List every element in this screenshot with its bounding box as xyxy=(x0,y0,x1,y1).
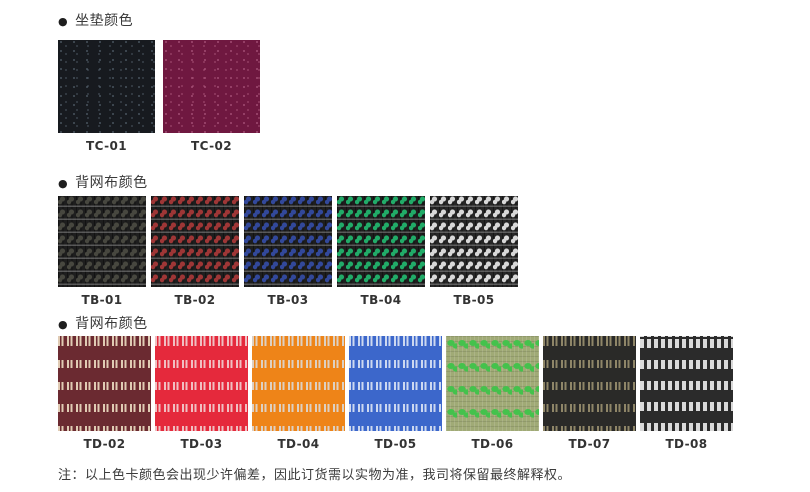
swatch-TC-01: TC-01 xyxy=(58,40,155,153)
fabric-swatch-image xyxy=(543,336,636,431)
swatch-code-label: TD-05 xyxy=(374,437,417,451)
bullet-icon: ● xyxy=(58,15,69,28)
fabric-swatch-image xyxy=(446,336,539,431)
fabric-swatch-image xyxy=(640,336,733,431)
fabric-swatch-image xyxy=(163,40,260,133)
swatch-code-label: TD-03 xyxy=(180,437,223,451)
swatch-TB-01: TB-01 xyxy=(58,196,146,307)
section-title-text: 背网布颜色 xyxy=(75,316,148,332)
fabric-swatch-image xyxy=(252,336,345,431)
swatch-TB-03: TB-03 xyxy=(244,196,332,307)
swatch-TC-02: TC-02 xyxy=(163,40,260,153)
bullet-icon: ● xyxy=(58,177,69,190)
swatch-code-label: TC-02 xyxy=(191,139,232,153)
swatch-TD-04: TD-04 xyxy=(252,336,345,451)
section-seat-cushion-colors: ● 坐垫颜色 TC-01 TC-02 xyxy=(58,13,810,153)
swatch-code-label: TD-04 xyxy=(277,437,320,451)
swatch-TD-05: TD-05 xyxy=(349,336,442,451)
bullet-icon: ● xyxy=(58,318,69,331)
swatch-TD-06: TD-06 xyxy=(446,336,539,451)
swatch-TD-02: TD-02 xyxy=(58,336,151,451)
swatch-TD-07: TD-07 xyxy=(543,336,636,451)
section-title-text: 坐垫颜色 xyxy=(75,13,134,29)
swatch-code-label: TC-01 xyxy=(86,139,127,153)
fabric-swatch-image xyxy=(58,196,146,287)
fabric-swatch-image xyxy=(58,336,151,431)
swatch-code-label: TB-02 xyxy=(174,293,216,307)
fabric-swatch-image xyxy=(151,196,239,287)
section-title: ● 背网布颜色 xyxy=(58,175,810,192)
swatch-code-label: TB-01 xyxy=(81,293,123,307)
fabric-swatch-image xyxy=(349,336,442,431)
swatch-sections: ● 坐垫颜色 TC-01 TC-02 ● 背网布颜色 TB-01 TB-02 TB-03 TB-0… xyxy=(58,13,810,451)
section-back-mesh-colors-td: ● 背网布颜色 TD-02 TD-03 TD-04 TD-05 TD-06 TD-07 TD-0… xyxy=(58,316,810,451)
swatch-TD-03: TD-03 xyxy=(155,336,248,451)
swatch-code-label: TD-08 xyxy=(665,437,708,451)
swatch-row: TD-02 TD-03 TD-04 TD-05 TD-06 TD-07 TD-08 xyxy=(58,336,810,451)
swatch-code-label: TB-03 xyxy=(267,293,309,307)
swatch-TB-04: TB-04 xyxy=(337,196,425,307)
fabric-swatch-image xyxy=(430,196,518,287)
fabric-swatch-image xyxy=(244,196,332,287)
section-title-text: 背网布颜色 xyxy=(75,175,148,191)
swatch-row: TB-01 TB-02 TB-03 TB-04 TB-05 xyxy=(58,196,810,307)
swatch-TB-02: TB-02 xyxy=(151,196,239,307)
swatch-code-label: TB-05 xyxy=(453,293,495,307)
fabric-swatch-image xyxy=(58,40,155,133)
swatch-TD-08: TD-08 xyxy=(640,336,733,451)
swatch-row: TC-01 TC-02 xyxy=(58,40,810,153)
section-title: ● 坐垫颜色 xyxy=(58,13,810,30)
swatch-code-label: TD-07 xyxy=(568,437,611,451)
fabric-swatch-image xyxy=(337,196,425,287)
fabric-swatch-image xyxy=(155,336,248,431)
swatch-code-label: TD-06 xyxy=(471,437,514,451)
swatch-code-label: TB-04 xyxy=(360,293,402,307)
section-title: ● 背网布颜色 xyxy=(58,316,810,333)
section-back-mesh-colors-tb: ● 背网布颜色 TB-01 TB-02 TB-03 TB-04 TB-05 xyxy=(58,175,810,307)
swatch-TB-05: TB-05 xyxy=(430,196,518,307)
swatch-code-label: TD-02 xyxy=(83,437,126,451)
disclaimer-note: 注：以上色卡颜色会出现少许偏差，因此订货需以实物为准，我司将保留最终解释权。 xyxy=(58,468,572,483)
